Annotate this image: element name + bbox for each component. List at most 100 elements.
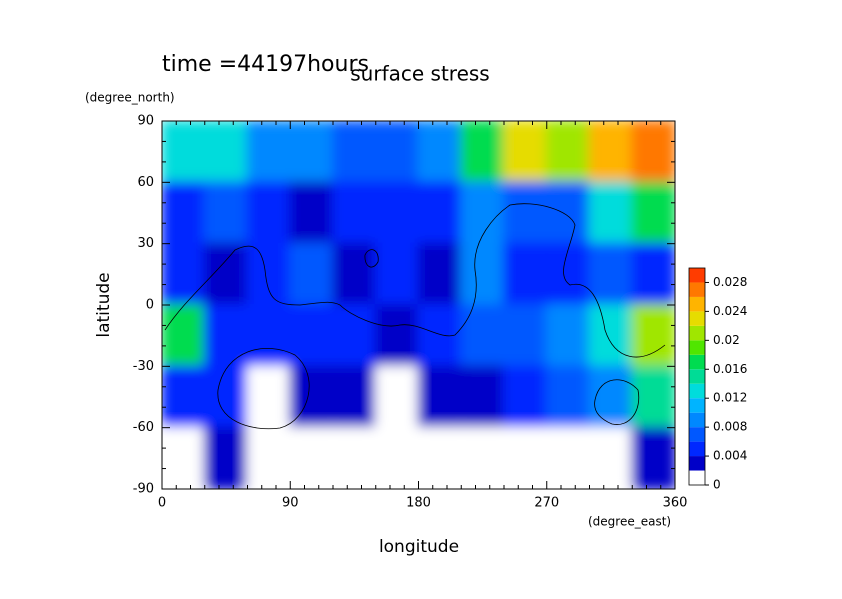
field-cell (503, 242, 548, 306)
field-cell (503, 365, 548, 429)
field-cell (203, 181, 249, 245)
field-cell (162, 426, 206, 489)
field-cell (631, 242, 675, 306)
field-cell (374, 304, 420, 368)
field-cell (203, 426, 249, 489)
field-cell (631, 304, 675, 368)
coastline (594, 379, 640, 425)
field-cell (289, 304, 334, 368)
y-units: (degree_north) (85, 91, 175, 105)
y-axis-label: latitude (94, 272, 114, 337)
colorbar-band (689, 470, 705, 485)
field-cell (417, 304, 463, 368)
x-units: (degree_east) (588, 515, 671, 529)
field-cell (203, 242, 249, 306)
field-cell (545, 121, 591, 184)
field-cell (631, 181, 675, 245)
field-cell (332, 121, 377, 184)
field-cell (374, 181, 420, 245)
field-cell (332, 181, 377, 245)
colorbar-band (689, 340, 705, 355)
field-cell (246, 181, 292, 245)
field-cell (246, 304, 292, 368)
field-cell (374, 242, 420, 306)
colorbar-band (689, 427, 705, 442)
colorbar-band (689, 325, 705, 341)
field-cell (588, 304, 634, 368)
x-tick-label: 90 (282, 496, 299, 511)
field-cell (545, 426, 591, 489)
coastline (364, 249, 379, 268)
field-cell (289, 181, 334, 245)
field-cell (503, 121, 548, 184)
colorbar-tick-label: 0.012 (713, 391, 747, 405)
colorbar-tick-label: 0.004 (713, 449, 747, 463)
field-cell (460, 365, 505, 429)
time-label: time =44197hours (162, 52, 369, 77)
field-cell (332, 365, 377, 429)
field-cell (332, 426, 377, 489)
field-cell (588, 242, 634, 306)
field-cell (374, 426, 420, 489)
field-cell (417, 242, 463, 306)
colorbar-tick-label: 0.024 (713, 304, 747, 318)
x-tick-label: 180 (406, 496, 431, 511)
chart-title: surface stress (350, 62, 489, 86)
colorbar-band (689, 282, 705, 297)
field-cell (545, 304, 591, 368)
colorbar-band (689, 268, 705, 283)
field-cell (162, 304, 206, 368)
field-cell (246, 121, 292, 184)
field-cell (289, 242, 334, 306)
y-tick-label: 30 (137, 236, 154, 251)
field-cell (289, 426, 334, 489)
field-cell (246, 365, 292, 429)
y-tick-label: -30 (133, 359, 154, 374)
colorbar-tick-label: 0.02 (713, 333, 740, 347)
colorbar-tick-label: 0 (713, 478, 721, 492)
colorbar-band (689, 412, 705, 428)
coastlines (164, 203, 666, 430)
field-cell (545, 365, 591, 429)
field-cell (162, 365, 206, 429)
x-tick-label: 270 (534, 496, 559, 511)
field-cell (460, 242, 505, 306)
colorbar-band (689, 369, 705, 384)
x-axis-label: longitude (379, 537, 459, 557)
field-cell (332, 304, 377, 368)
field-cell (503, 304, 548, 368)
colorbar-band (689, 354, 705, 370)
field-cell (417, 181, 463, 245)
field-cell (417, 121, 463, 184)
field-cell (374, 365, 420, 429)
colorbar-band (689, 383, 705, 399)
colorbar-band (689, 398, 705, 413)
field-cell (417, 426, 463, 489)
field-cell (203, 304, 249, 368)
colorbar-band (689, 456, 705, 471)
field-cell (460, 181, 505, 245)
y-tick-label: -90 (133, 482, 154, 497)
field-cell (332, 242, 377, 306)
coastline (217, 348, 310, 430)
field-cell (588, 121, 634, 184)
field-cell (545, 181, 591, 245)
colorbar-band (689, 311, 705, 326)
field-cell (460, 426, 505, 489)
field-cell (162, 181, 206, 245)
field (162, 121, 675, 489)
field-cells (162, 121, 675, 489)
field-cell (374, 121, 420, 184)
field-cell (246, 426, 292, 489)
field-cell (545, 242, 591, 306)
field-cell (246, 242, 292, 306)
field-cell (588, 365, 634, 429)
y-tick-label: -60 (133, 420, 154, 435)
field-cell (289, 121, 334, 184)
field-cell (631, 365, 675, 429)
field-cell (203, 121, 249, 184)
field-cell (631, 121, 675, 184)
field-cell (460, 121, 505, 184)
colorbar-band (689, 296, 705, 312)
